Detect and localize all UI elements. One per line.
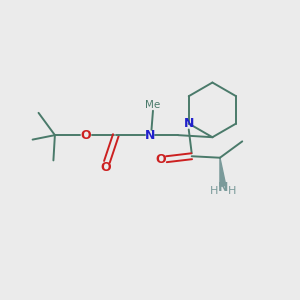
Text: N: N [184,117,194,130]
Text: Me: Me [145,100,160,110]
Text: O: O [155,153,166,166]
Text: H: H [210,186,218,196]
Text: N: N [218,181,228,194]
Text: O: O [100,161,111,174]
Text: H: H [228,186,236,196]
Polygon shape [220,158,226,186]
Text: O: O [81,129,92,142]
Text: N: N [145,129,155,142]
